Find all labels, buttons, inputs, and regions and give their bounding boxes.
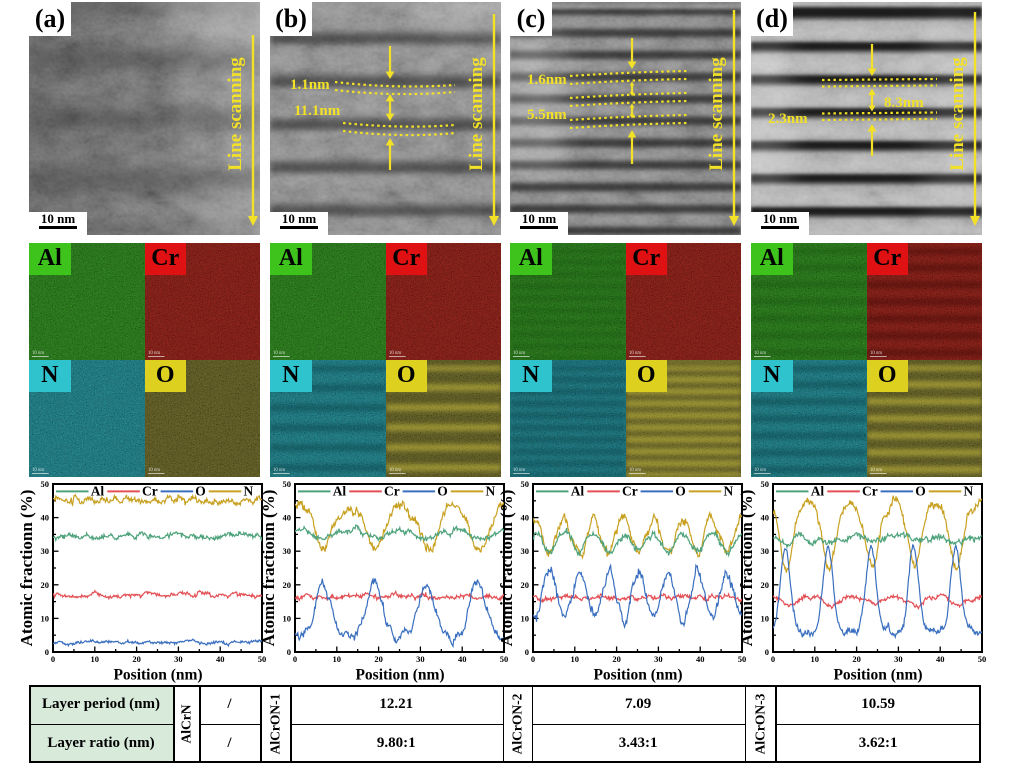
svg-text:1.6nm: 1.6nm — [527, 72, 567, 88]
svg-text:0: 0 — [292, 654, 296, 664]
svg-text:30: 30 — [416, 654, 425, 664]
svg-text:N: N — [485, 484, 495, 499]
svg-text:20: 20 — [374, 654, 383, 664]
svg-text:40: 40 — [696, 654, 705, 664]
svg-text:2.3nm: 2.3nm — [768, 111, 808, 127]
svg-text:20: 20 — [282, 580, 291, 590]
svg-text:0: 0 — [286, 647, 290, 657]
svg-text:Al: Al — [332, 484, 346, 499]
svg-text:Cr: Cr — [622, 484, 638, 499]
svg-text:Cr: Cr — [142, 484, 158, 499]
svg-text:50: 50 — [761, 479, 770, 489]
svg-text:8.3nm: 8.3nm — [884, 95, 924, 111]
svg-text:10: 10 — [761, 613, 770, 623]
svg-text:40: 40 — [216, 654, 225, 664]
svg-text:Atomic fractionn (%): Atomic fractionn (%) — [737, 490, 756, 647]
svg-text:Al: Al — [91, 484, 105, 499]
svg-text:30: 30 — [654, 654, 663, 664]
svg-text:30: 30 — [761, 546, 770, 556]
svg-text:20: 20 — [761, 580, 770, 590]
svg-text:Cr: Cr — [862, 484, 878, 499]
svg-text:Atomic fractionn (%): Atomic fractionn (%) — [497, 490, 516, 647]
svg-text:30: 30 — [894, 654, 903, 664]
svg-text:1.1nm: 1.1nm — [290, 77, 330, 93]
svg-text:O: O — [195, 484, 206, 499]
svg-text:O: O — [437, 484, 448, 499]
svg-text:10: 10 — [332, 654, 341, 664]
svg-text:40: 40 — [41, 513, 50, 523]
svg-text:30: 30 — [282, 546, 291, 556]
svg-text:10: 10 — [521, 613, 530, 623]
svg-text:30: 30 — [174, 654, 183, 664]
svg-text:Line scanning: Line scanning — [947, 57, 968, 171]
svg-text:N: N — [964, 484, 974, 499]
svg-text:Line scanning: Line scanning — [225, 57, 246, 171]
svg-text:0: 0 — [525, 647, 529, 657]
svg-text:30: 30 — [521, 546, 530, 556]
svg-text:Atomic fractionn (%): Atomic fractionn (%) — [17, 490, 36, 647]
svg-text:11.1nm: 11.1nm — [294, 103, 341, 119]
svg-text:0: 0 — [531, 654, 535, 664]
svg-text:Al: Al — [811, 484, 825, 499]
svg-text:20: 20 — [852, 654, 861, 664]
svg-text:30: 30 — [41, 546, 50, 556]
svg-text:Atomic fractionn (%): Atomic fractionn (%) — [259, 490, 278, 647]
svg-text:10: 10 — [41, 613, 50, 623]
svg-text:50: 50 — [282, 479, 291, 489]
svg-text:Position (nm): Position (nm) — [593, 667, 682, 684]
svg-text:5.5nm: 5.5nm — [527, 107, 567, 123]
svg-text:50: 50 — [738, 654, 747, 664]
svg-text:40: 40 — [761, 513, 770, 523]
svg-text:O: O — [675, 484, 686, 499]
svg-text:0: 0 — [771, 654, 775, 664]
svg-text:Position (nm): Position (nm) — [355, 667, 444, 684]
svg-text:40: 40 — [457, 654, 466, 664]
svg-text:40: 40 — [521, 513, 530, 523]
svg-text:Line scanning: Line scanning — [706, 57, 727, 171]
svg-text:50: 50 — [978, 654, 987, 664]
svg-text:10: 10 — [91, 654, 100, 664]
svg-text:20: 20 — [41, 580, 50, 590]
svg-text:50: 50 — [499, 654, 508, 664]
svg-text:Line scanning: Line scanning — [466, 57, 487, 171]
svg-text:20: 20 — [521, 580, 530, 590]
svg-text:50: 50 — [41, 479, 50, 489]
svg-text:20: 20 — [132, 654, 141, 664]
svg-text:Cr: Cr — [384, 484, 400, 499]
svg-text:10: 10 — [571, 654, 580, 664]
svg-text:0: 0 — [765, 647, 769, 657]
svg-text:40: 40 — [936, 654, 945, 664]
svg-text:Position (nm): Position (nm) — [833, 667, 922, 684]
svg-text:Al: Al — [571, 484, 585, 499]
svg-text:0: 0 — [45, 647, 49, 657]
svg-text:O: O — [915, 484, 926, 499]
svg-text:40: 40 — [282, 513, 291, 523]
svg-text:10: 10 — [811, 654, 820, 664]
svg-text:10: 10 — [282, 613, 291, 623]
svg-text:Position (nm): Position (nm) — [113, 667, 202, 684]
svg-text:N: N — [244, 484, 254, 499]
svg-text:N: N — [724, 484, 734, 499]
svg-text:20: 20 — [612, 654, 621, 664]
svg-text:50: 50 — [258, 654, 267, 664]
svg-text:50: 50 — [521, 479, 530, 489]
svg-text:0: 0 — [51, 654, 55, 664]
